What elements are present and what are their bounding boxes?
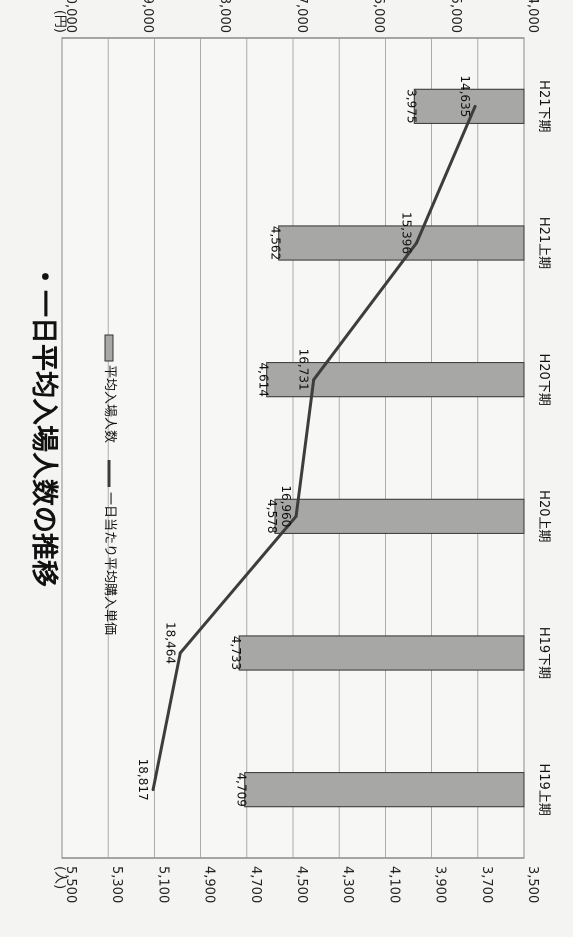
right-axis-tick-label: 19,000 [140,0,155,33]
right-axis: 20,000 19,000 18,000 17,000 16,000 15,000 14,0… [52,0,540,33]
line-value-label: 18,817 [136,759,150,801]
bar-value-label: 4,578 [265,499,279,533]
line-series: 18,817 18,464 16,960 16,731 15,396 14,635 [136,75,477,801]
line-value-label: 16,960 [279,485,293,527]
right-axis-tick-label: 14,000 [525,0,540,33]
left-axis: 5,500 5,300 5,100 4,900 4,700 4,500 4,300 4,100… [52,866,540,903]
line-value-label: 16,731 [297,349,311,391]
bar [266,362,525,398]
category-label: H21上期 [536,217,551,269]
chart-title: ・一日平均入場人数の推移 [28,263,59,587]
right-axis-tick-label: 16,000 [371,0,386,33]
legend-line-label: 一日当たり平均購入単価 [102,492,118,635]
line-point [415,241,419,245]
legend-bar-swatch [104,334,114,362]
legend: 平均入場人数 一日当たり平均購入単価 [102,334,118,635]
bar-value-label: 4,733 [229,636,243,670]
line-point [178,651,182,655]
line-point [312,378,316,382]
category-label: H19上期 [536,764,551,816]
left-axis-tick-label: 4,300 [340,866,355,903]
bar-value-label: 4,709 [235,772,249,806]
line-value-label: 14,635 [458,75,472,117]
left-axis-tick-label: 4,900 [202,866,217,903]
bar-value-label: 4,562 [269,226,283,260]
bar [244,772,525,808]
category-label: H21下期 [536,80,551,132]
line-point [473,104,477,108]
left-axis-tick-label: 4,700 [248,866,263,903]
line-point [294,514,298,518]
legend-bar-label: 平均入場人数 [102,365,117,443]
line-path [151,105,477,790]
right-axis-unit: (円) [52,10,67,33]
category-labels: H19上期 H19下期 H20上期 H20下期 H21上期 H21下期 [536,80,551,816]
bar-value-label: 3,975 [404,89,418,123]
right-axis-tick-label: 15,000 [448,0,463,33]
line-value-label: 18,464 [163,622,177,664]
line-point [151,788,155,792]
left-axis-tick-label: 3,700 [479,866,494,903]
right-axis-tick-label: 20,000 [63,0,78,33]
left-axis-tick-label: 4,100 [386,866,401,903]
left-axis-tick-label: 3,900 [433,866,448,903]
bar [274,498,525,534]
category-label: H19下期 [536,627,551,679]
category-label: H20下期 [536,354,551,406]
line-value-label: 15,396 [400,212,414,254]
right-axis-tick-label: 17,000 [294,0,309,33]
bar [238,635,525,671]
right-axis-tick-label: 18,000 [217,0,232,33]
category-label: H20上期 [536,490,551,542]
plot-area [61,37,525,859]
left-axis-unit: (人) [52,866,67,889]
left-axis-tick-label: 5,500 [63,866,78,903]
bar-value-label: 4,614 [257,362,271,396]
left-axis-tick-label: 3,500 [525,866,540,903]
left-axis-tick-label: 5,100 [155,866,170,903]
left-axis-tick-label: 5,300 [109,866,124,903]
bar [278,225,525,261]
left-axis-tick-label: 4,500 [294,866,309,903]
